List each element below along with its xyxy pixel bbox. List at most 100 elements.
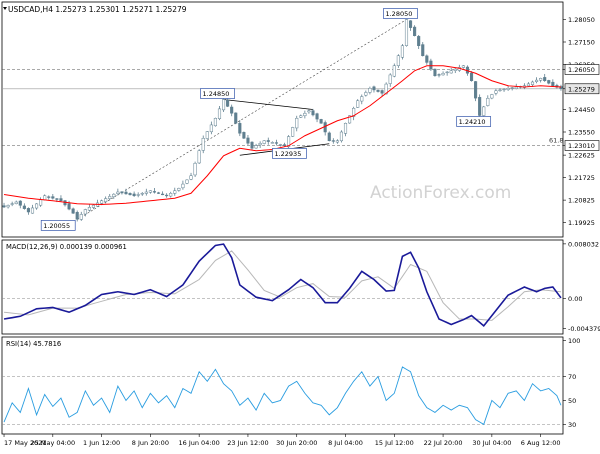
price-annotation-box <box>40 220 76 231</box>
candle-body <box>39 199 43 206</box>
price-y-tick-label: 1.23550 <box>568 129 595 137</box>
candle-body <box>234 112 238 124</box>
candle-body <box>360 96 364 102</box>
candle-body <box>258 143 262 146</box>
candle-body <box>189 175 193 180</box>
candle-body <box>152 191 156 193</box>
chart-menu-icon <box>3 7 7 10</box>
candle-body <box>83 209 87 215</box>
price-y-tick-label: 1.20825 <box>568 197 595 205</box>
candle-body <box>559 86 563 90</box>
rsi-y-tick-label: 100 <box>568 337 580 345</box>
candle-body <box>364 92 368 96</box>
candle-body <box>18 200 22 206</box>
candle-body <box>530 81 535 85</box>
candle-body <box>197 150 201 164</box>
candle-body <box>376 89 380 92</box>
candle-body <box>543 77 547 81</box>
candle-body <box>413 26 417 37</box>
candle-body <box>490 94 494 99</box>
candle-body <box>108 196 112 199</box>
candle-body <box>404 19 409 46</box>
candle-body <box>425 55 429 63</box>
candle-body <box>43 195 47 201</box>
candle-body <box>59 198 63 201</box>
price-annotation-label: 1.24210 <box>459 118 486 126</box>
candle-body <box>502 88 506 91</box>
rsi-y-tick-label: 70 <box>568 373 576 381</box>
rsi-panel-frame <box>1 336 564 435</box>
candle-body <box>165 194 169 197</box>
price-annotation-box <box>456 116 492 127</box>
candle-body <box>445 71 449 74</box>
candle-body <box>384 83 388 95</box>
candle-body <box>526 83 530 87</box>
triangle-upper-line <box>223 99 314 110</box>
price-y-tick-label: 1.28050 <box>568 16 595 24</box>
candle-body <box>291 127 295 137</box>
candle-body <box>510 87 514 89</box>
candle-body <box>148 190 152 193</box>
candle-body <box>30 207 35 214</box>
candle-body <box>35 203 39 209</box>
candle-body <box>205 131 209 139</box>
macd-signal-line <box>3 250 562 321</box>
candle-body <box>287 136 291 148</box>
level-label-box <box>564 64 600 75</box>
candle-body <box>10 203 14 205</box>
candle-body <box>307 110 311 113</box>
price-y-tick-label: 1.19925 <box>568 219 595 227</box>
macd-panel-frame <box>1 239 564 335</box>
x-axis-tick-label: 17 May 2021 <box>4 439 46 447</box>
price-annotation-box <box>383 8 418 19</box>
candle-body <box>6 205 10 208</box>
candle-body <box>156 192 161 194</box>
candle-body <box>311 110 315 116</box>
candle-body <box>486 98 490 106</box>
candle-body <box>380 90 384 94</box>
candle-body <box>441 73 445 76</box>
candle-body <box>181 183 185 189</box>
price-annotation-label: 1.20055 <box>43 222 70 230</box>
candle-body <box>396 55 400 66</box>
candle-body <box>222 99 226 111</box>
candle-body <box>26 208 30 213</box>
candle-body <box>14 201 18 204</box>
candle-body <box>140 193 144 195</box>
price-annotation-label: 1.22935 <box>274 150 301 158</box>
candle-body <box>469 72 474 81</box>
candle-body <box>433 68 437 77</box>
candle-body <box>124 191 128 195</box>
x-axis-tick-label: 15 Jul 12:00 <box>375 439 414 447</box>
candle-body <box>51 196 55 199</box>
candle-body <box>112 193 116 197</box>
price-annotation-label: 1.24850 <box>203 90 230 98</box>
candle-body <box>461 65 465 68</box>
candle-body <box>282 144 287 147</box>
candle-body <box>201 138 205 151</box>
candle-body <box>266 140 270 142</box>
x-axis-tick-label: 8 Jul 04:00 <box>328 439 363 447</box>
x-axis-tick-label: 6 Aug 12:00 <box>521 439 561 447</box>
candle-body <box>506 88 510 90</box>
candle-body <box>116 191 120 194</box>
macd-title: MACD(12,26,9) 0.000139 0.000961 <box>6 243 127 251</box>
candle-body <box>71 208 75 214</box>
level-label: 1.25279 <box>568 85 595 93</box>
candle-body <box>246 137 250 144</box>
candle-body <box>539 78 543 81</box>
rsi-y-tick-label: 50 <box>568 397 576 405</box>
candle-body <box>547 80 551 84</box>
candle-body <box>91 204 96 208</box>
candle-body <box>2 205 6 208</box>
rising-trend-line <box>77 19 407 220</box>
candle-body <box>55 198 59 200</box>
candle-body <box>87 207 91 211</box>
candle-body <box>429 60 433 70</box>
macd-y-tick-label: -0.004379 <box>568 325 600 333</box>
level-label: 1.26050 <box>568 66 595 74</box>
candle-body <box>535 79 539 82</box>
candle-body <box>136 194 140 196</box>
level-label: 1.23010 <box>568 142 595 150</box>
current-price-box <box>564 83 600 95</box>
